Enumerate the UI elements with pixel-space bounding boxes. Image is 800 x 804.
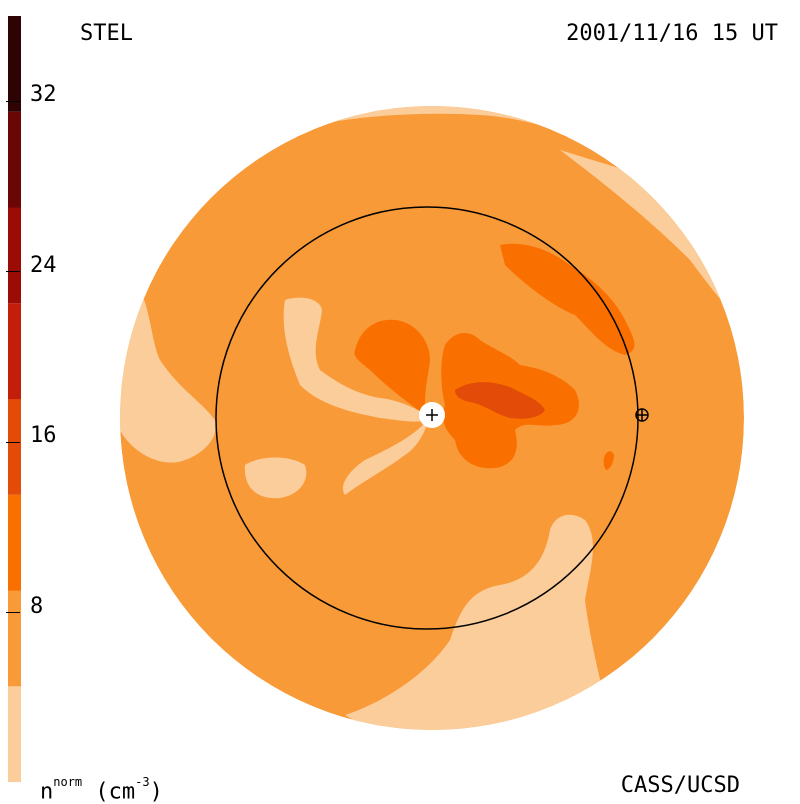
earth-orbit-circle	[215, 206, 639, 630]
colorbar-tick-16	[6, 442, 20, 443]
institution-label: CASS/UCSD	[620, 773, 740, 798]
colorbar-band-8	[8, 16, 21, 112]
sun-marker	[419, 402, 445, 428]
colorbar-band-3	[8, 494, 21, 591]
colorbar	[8, 16, 21, 783]
orange-region-right	[500, 243, 635, 355]
colorbar-label-32: 32	[30, 82, 57, 107]
light-region-center-left	[283, 297, 430, 422]
colorbar-band-2	[8, 590, 21, 687]
station-label: STEL	[80, 21, 133, 46]
colorbar-band-7	[8, 111, 21, 208]
colorbar-band-5	[8, 303, 21, 400]
light-region-center-spur	[342, 418, 430, 495]
colorbar-label-24: 24	[30, 253, 57, 278]
quantity-superscript: norm	[53, 775, 83, 789]
colorbar-tick-8	[6, 612, 20, 613]
colorbar-band-6	[8, 207, 21, 304]
unit-close: )	[149, 779, 163, 804]
orange-region-center-left	[354, 319, 430, 418]
unit-open: (cm	[95, 779, 136, 804]
dark-region-center	[455, 382, 545, 419]
colorbar-band-4	[8, 399, 21, 495]
timestamp-label: 2001/11/16 15 UT	[566, 21, 778, 46]
colorbar-label-8: 8	[30, 594, 44, 619]
earth-marker	[635, 408, 649, 422]
colorbar-label-16: 16	[30, 423, 57, 448]
light-region-bottom	[345, 514, 610, 730]
colorbar-band-1	[8, 686, 21, 783]
orange-region-small	[603, 451, 614, 470]
colorbar-tick-32	[6, 101, 20, 102]
colorbar-tick-24	[6, 271, 20, 272]
light-region-left	[120, 280, 216, 463]
unit-exponent: -3	[135, 775, 150, 789]
light-region-small	[244, 457, 307, 499]
quantity-symbol: n	[40, 779, 54, 804]
